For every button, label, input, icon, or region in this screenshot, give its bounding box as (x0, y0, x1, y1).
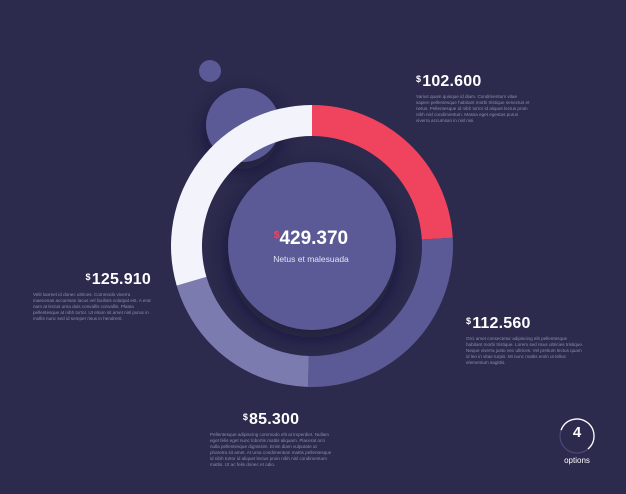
slice-label-1: $102.600 Varius quam quisque id diam. Co… (416, 73, 531, 124)
options-ring (559, 418, 595, 454)
total-block: $429.370 Netus et malesuada (226, 228, 396, 264)
slice-4 (171, 105, 312, 286)
options-label: options (564, 456, 590, 465)
slice-value: $102.600 (416, 73, 482, 90)
slice-label-2: $112.560 Orci amet consectetur adipiscin… (466, 315, 584, 366)
slice-3 (176, 276, 309, 387)
slice-description: Varius quam quisque id diam. Condimentum… (416, 94, 530, 123)
options-count: 4 (572, 424, 582, 441)
decor-small-dot (199, 60, 221, 82)
slice-description: Velit laoreet id donec ultrices. Commodo… (33, 292, 151, 321)
slice-label-3: $85.300 Pellentesque adipiscing commodo … (210, 411, 332, 468)
slice-label-4: $125.910 Velit laoreet id donec ultrices… (33, 271, 151, 322)
total-label: Netus et malesuada (273, 254, 349, 264)
center-circle (228, 162, 396, 330)
slice-description: Pellentesque adipiscing commodo elit at … (210, 432, 332, 467)
slice-value: $85.300 (242, 411, 300, 428)
slice-description: Orci amet consectetur adipiscing elit pe… (466, 336, 584, 365)
slice-value: $125.910 (85, 271, 151, 288)
slice-1 (312, 105, 453, 240)
slice-2 (307, 237, 453, 387)
total-value: $429.370 (273, 228, 349, 249)
slice-value: $112.560 (466, 315, 531, 332)
